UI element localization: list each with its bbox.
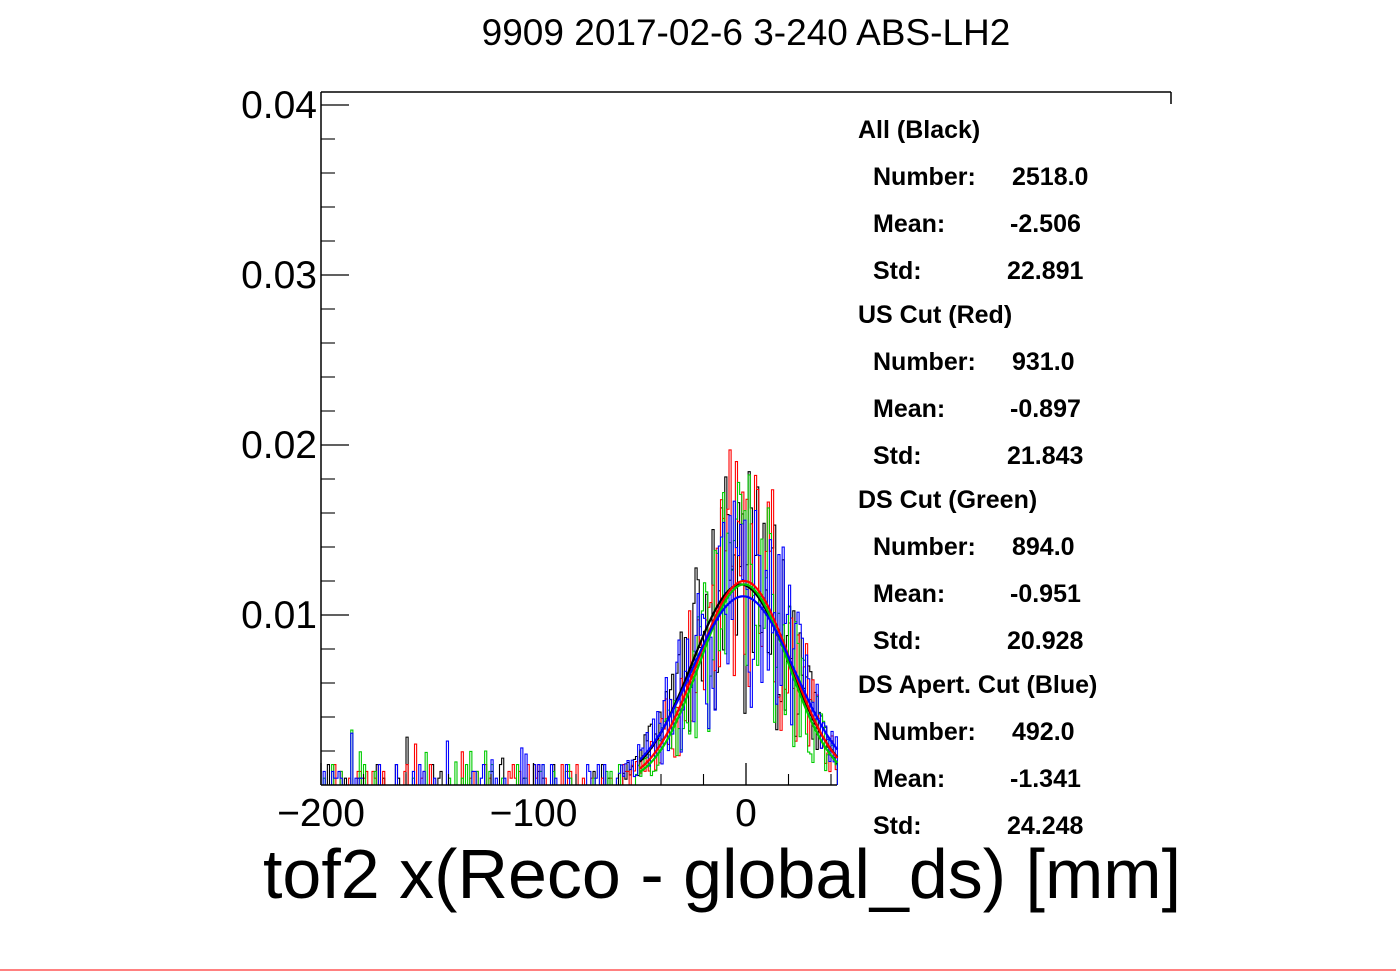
fit-curve-2	[639, 583, 839, 774]
stats-value: -0.951	[1010, 580, 1081, 608]
stats-value: -1.341	[1010, 765, 1081, 793]
y-tick-label: 0.04	[241, 84, 317, 127]
stats-label: Number:	[873, 348, 976, 376]
stats-label: Std:	[873, 812, 922, 840]
stats-label: Mean:	[873, 765, 945, 793]
stats-label: Mean:	[873, 395, 945, 423]
x-tick-label: −200	[277, 792, 365, 835]
stats-value: 492.0	[1012, 718, 1075, 746]
stats-label: Number:	[873, 533, 976, 561]
stats-block-title: DS Cut (Green)	[858, 486, 1037, 514]
histogram-series-3	[321, 500, 838, 786]
histogram-layer	[321, 449, 838, 786]
y-tick-label: 0.01	[241, 594, 317, 637]
stats-value: -2.506	[1010, 210, 1081, 238]
x-tick-label: 0	[735, 792, 757, 835]
x-tick-label: −100	[490, 792, 578, 835]
chart-title: 9909 2017-02-6 3-240 ABS-LH2	[482, 12, 1011, 53]
stats-box: All (Black) Number: 2518.0 Mean: -2.506 Std: 2…	[858, 116, 1097, 840]
stats-label: Std:	[873, 627, 922, 655]
stats-value: 24.248	[1007, 812, 1084, 840]
y-tick-label: 0.03	[241, 254, 317, 297]
fit-curves-layer	[638, 579, 839, 774]
stats-value: 894.0	[1012, 533, 1075, 561]
histogram-series-1	[321, 449, 838, 786]
stats-label: Number:	[873, 718, 976, 746]
stats-label: Mean:	[873, 210, 945, 238]
fit-curve-3	[638, 595, 839, 761]
stats-label: Number:	[873, 163, 976, 191]
histogram-series-0	[321, 471, 838, 786]
stats-value: -0.897	[1010, 395, 1081, 423]
stats-value: 2518.0	[1012, 163, 1088, 191]
fit-curve-1	[639, 579, 839, 770]
stats-label: Std:	[873, 442, 922, 470]
stats-value: 931.0	[1012, 348, 1075, 376]
stats-block-title: US Cut (Red)	[858, 301, 1012, 329]
stats-label: Std:	[873, 257, 922, 285]
stats-label: Mean:	[873, 580, 945, 608]
y-tick-label: 0.02	[241, 424, 317, 467]
stats-block-title: All (Black)	[858, 116, 980, 144]
axis-ticks-layer: 0.01 0.02 0.03 0.04 −200 −100 0	[241, 84, 832, 835]
stats-value: 21.843	[1007, 442, 1083, 470]
stats-block-title: DS Apert. Cut (Blue)	[858, 671, 1097, 699]
x-axis-label: tof2 x(Reco - global_ds) [mm]	[263, 835, 1181, 913]
stats-value: 22.891	[1007, 257, 1084, 285]
histogram-series-2	[321, 474, 838, 786]
stats-value: 20.928	[1007, 627, 1084, 655]
